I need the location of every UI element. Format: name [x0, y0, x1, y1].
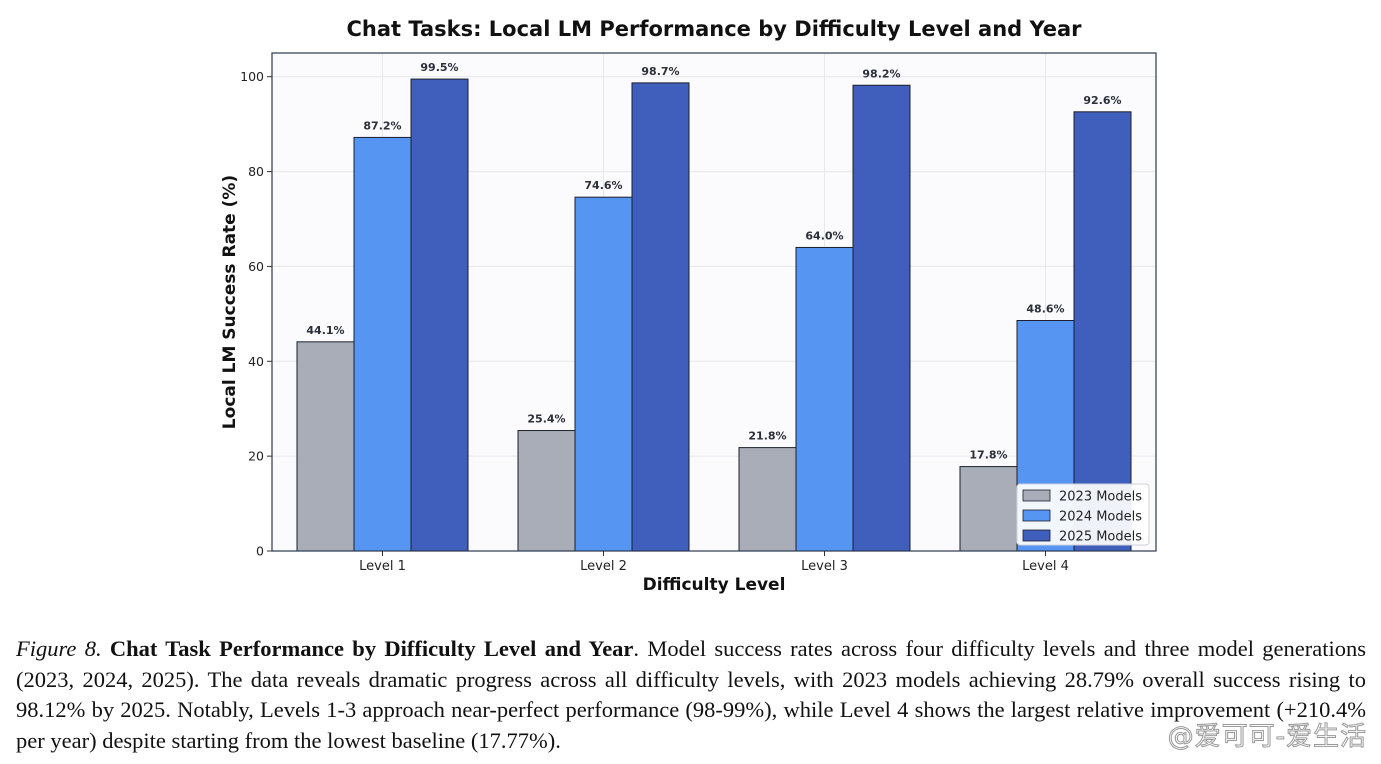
bar [738, 447, 797, 552]
bar [631, 82, 690, 552]
bar-data-label: 87.2% [363, 119, 401, 132]
bar-data-label: 21.8% [748, 430, 786, 443]
bar [795, 246, 854, 552]
y-tick-label: 100 [240, 69, 264, 84]
y-tick-label: 0 [256, 544, 264, 559]
y-tick-label: 20 [248, 449, 264, 464]
bar [296, 341, 355, 552]
y-tick-label: 80 [248, 164, 264, 179]
x-tick-label: Level 1 [359, 559, 406, 574]
x-axis-label: Difficulty Level [643, 575, 786, 595]
x-tick-label: Level 3 [801, 559, 848, 574]
bar-data-label: 99.5% [420, 61, 458, 74]
bar-data-label: 98.7% [641, 65, 679, 78]
x-tick-label: Level 4 [1022, 559, 1069, 574]
plot-frame [271, 52, 1157, 552]
bar-data-label: 98.2% [862, 67, 900, 80]
y-tick-label: 60 [248, 259, 264, 274]
bar-data-label: 92.6% [1083, 94, 1121, 107]
watermark: @爱可可-爱生活 [1167, 722, 1367, 753]
legend-entry: 2025 Models [1059, 530, 1142, 545]
bar-data-label: 25.4% [527, 413, 565, 426]
chart-title: Chat Tasks: Local LM Performance by Diff… [346, 17, 1082, 41]
axes: 0 20 40 60 80 100 Level 1 Level 2 Level 3 Level 4 [240, 69, 1069, 574]
bar [1073, 111, 1132, 552]
figure-label: Figure 8. [16, 636, 102, 661]
chart: 44.1% 87.2% 99.5% 25.4% 74.6% 98.7% 21.8% 64.0%… [220, 17, 1157, 595]
bar-data-label: 44.1% [306, 324, 344, 337]
figure-title: Chat Task Performance by Difficulty Leve… [109, 636, 634, 661]
legend: 2023 Models 2024 Models 2025 Models [1016, 483, 1150, 546]
bar [574, 196, 633, 552]
y-axis-label: Local LM Success Rate (%) [220, 175, 240, 429]
legend-swatch [1022, 529, 1051, 542]
bar [353, 136, 412, 552]
figure-caption-body: . Model success rates across four diffic… [16, 636, 1367, 753]
legend-swatch [1022, 489, 1051, 502]
bar-data-label: 74.6% [584, 179, 622, 192]
bar [852, 84, 911, 552]
bar-data-label: 64.0% [805, 229, 843, 242]
bar [517, 430, 576, 552]
legend-entry: 2024 Models [1059, 510, 1142, 525]
legend-entry: 2023 Models [1059, 490, 1142, 505]
bar [410, 78, 469, 552]
bars: 44.1% 87.2% 99.5% 25.4% 74.6% 98.7% 21.8% 64.0%… [296, 61, 1132, 552]
legend-swatch [1022, 509, 1051, 522]
bar-data-label: 48.6% [1026, 302, 1064, 315]
x-tick-label: Level 2 [580, 559, 627, 574]
bar [959, 466, 1018, 552]
bar-data-label: 17.8% [969, 449, 1007, 462]
figure-caption: Figure 8. Chat Task Performance by Diffi… [16, 634, 1366, 756]
y-tick-label: 40 [248, 354, 264, 369]
